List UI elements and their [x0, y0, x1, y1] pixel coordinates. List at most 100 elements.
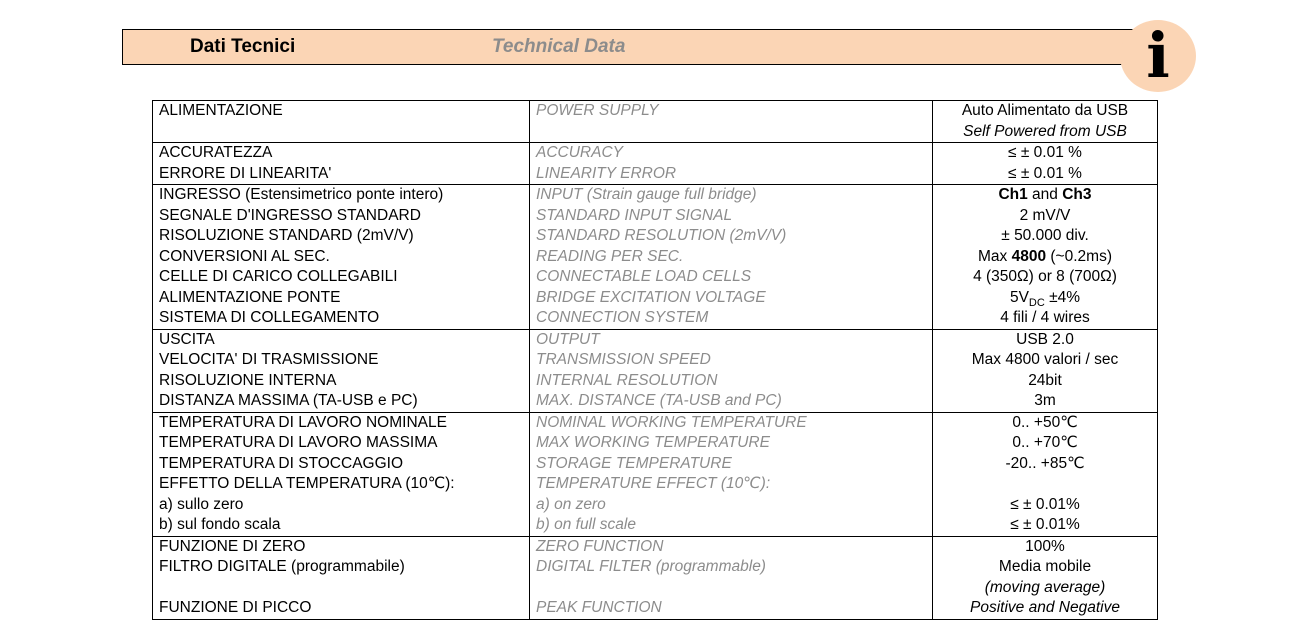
value-part: (~0.2ms)	[1046, 247, 1112, 265]
english-label: TEMPERATURE EFFECT (10℃):	[536, 475, 771, 492]
italian-label: a) sullo zero	[159, 495, 244, 513]
value-part: Max	[978, 247, 1012, 265]
english-label: CONNECTION SYSTEM	[536, 309, 709, 326]
english-label: ACCURACY	[536, 144, 623, 161]
spec-value: Positive and Negative	[970, 599, 1120, 616]
value-part: Ch3	[1062, 186, 1092, 203]
value-part: 4800	[1011, 247, 1047, 265]
spec-value: 5VDC ±4%	[939, 288, 1151, 309]
spec-value-cell: 0.. +50℃ 0.. +70℃ -20.. +85℃ ≤ ± 0.01% ≤ ± 0…	[932, 411, 1158, 537]
english-label: PEAK FUNCTION	[536, 599, 662, 616]
spec-value: Ch1 and Ch3	[939, 185, 1151, 206]
english-label: MAX. DISTANCE (TA-USB and PC)	[536, 392, 782, 409]
title-english: Technical Data	[492, 36, 626, 57]
spec-value: 0.. +50℃	[1012, 413, 1078, 431]
english-label: MAX WORKING TEMPERATURE	[536, 434, 770, 451]
spec-value-cell: Auto Alimentato da USB Self Powered from …	[932, 100, 1158, 143]
italian-label: CONVERSIONI AL SEC.	[159, 247, 330, 265]
spec-value-cell: Ch1 and Ch3 2 mV/V ± 50.000 div. Max 4800 (…	[932, 184, 1158, 330]
english-label: ZERO FUNCTION	[536, 537, 664, 555]
english-label: TRANSMISSION SPEED	[536, 351, 711, 368]
italian-label: FUNZIONE DI ZERO	[159, 537, 306, 555]
header-bar	[122, 29, 1152, 65]
english-label: STANDARD INPUT SIGNAL	[536, 206, 733, 224]
english-label: a) on zero	[536, 495, 606, 513]
english-label: CONNECTABLE LOAD CELLS	[536, 268, 752, 285]
spec-value-cell: 100% Media mobile (moving average) Positive…	[932, 535, 1158, 620]
english-label: INTERNAL RESOLUTION	[536, 371, 718, 389]
value-part: 5V	[1009, 288, 1029, 306]
italian-label: VELOCITA' DI TRASMISSIONE	[159, 351, 379, 368]
spec-section: USCITA VELOCITA' DI TRASMISSIONE RISOLUZIO…	[152, 328, 1158, 413]
spec-value: 2 mV/V	[1019, 206, 1071, 224]
spec-value: 100%	[1025, 537, 1065, 555]
italian-label: TEMPERATURA DI LAVORO MASSIMA	[159, 434, 438, 451]
english-label: INPUT (Strain gauge full bridge)	[536, 186, 757, 203]
english-label-cell: OUTPUT TRANSMISSION SPEED INTERNAL RESOLUT…	[529, 328, 933, 413]
italian-label-cell: FUNZIONE DI ZERO FILTRO DIGITALE (program…	[152, 535, 530, 620]
english-label-cell: POWER SUPPLY	[529, 100, 933, 143]
spec-value: Auto Alimentato da USB	[961, 102, 1129, 119]
english-label-cell: ACCURACY LINEARITY ERROR	[529, 142, 933, 185]
english-label: STORAGE TEMPERATURE	[536, 454, 732, 472]
spec-value	[939, 474, 1151, 495]
italian-label-cell: TEMPERATURA DI LAVORO NOMINALE TEMPERATUR…	[152, 411, 530, 537]
italian-label-cell: USCITA VELOCITA' DI TRASMISSIONE RISOLUZIO…	[152, 328, 530, 413]
italian-label: EFFETTO DELLA TEMPERATURA (10℃):	[159, 475, 455, 492]
title-italian: Dati Tecnici	[190, 36, 296, 57]
english-label: BRIDGE EXCITATION VOLTAGE	[536, 288, 766, 306]
spec-value: Max 4800 valori / sec	[971, 351, 1119, 368]
spec-value: USB 2.0	[1016, 330, 1074, 348]
english-label: POWER SUPPLY	[536, 102, 659, 119]
italian-label: RISOLUZIONE STANDARD (2mV/V)	[159, 227, 414, 244]
english-label: LINEARITY ERROR	[536, 164, 677, 182]
italian-label: FUNZIONE DI PICCO	[159, 599, 312, 616]
italian-label	[159, 122, 523, 143]
value-part: DC	[1028, 296, 1045, 309]
italian-label	[159, 578, 523, 599]
english-label: STANDARD RESOLUTION (2mV/V)	[536, 227, 787, 244]
italian-label: SEGNALE D'INGRESSO STANDARD	[159, 206, 421, 224]
english-label	[536, 122, 926, 143]
spec-value: ± 50.000 div.	[1001, 227, 1089, 244]
italian-label: ACCURATEZZA	[159, 144, 273, 161]
italian-label: ALIMENTAZIONE PONTE	[159, 288, 341, 306]
spec-value: ≤ ± 0.01 %	[1008, 144, 1082, 161]
spec-value: 3m	[1034, 392, 1056, 409]
spec-table-body: ALIMENTAZIONE POWER SUPPLY Auto Alimentato…	[152, 100, 1158, 620]
spec-value-cell: USB 2.0 Max 4800 valori / sec 24bit 3m	[932, 328, 1158, 413]
info-icon: i	[1120, 20, 1196, 92]
spec-value: 0.. +70℃	[1012, 434, 1078, 451]
italian-label: USCITA	[159, 330, 215, 348]
spec-value: 4 (350Ω) or 8 (700Ω)	[973, 268, 1117, 285]
spec-value: ≤ ± 0.01%	[1010, 516, 1080, 533]
italian-label: FILTRO DIGITALE (programmabile)	[159, 558, 405, 575]
italian-label-cell: ALIMENTAZIONE	[152, 100, 530, 143]
spec-value: 24bit	[1028, 371, 1062, 389]
spec-value: Media mobile	[998, 558, 1092, 575]
spec-value: -20.. +85℃	[1005, 454, 1085, 472]
italian-label: ALIMENTAZIONE	[159, 102, 283, 119]
value-part: ±4%	[1044, 288, 1081, 306]
spec-value: 4 fili / 4 wires	[1000, 309, 1090, 326]
value-part: Ch1	[998, 186, 1028, 203]
english-label-cell: NOMINAL WORKING TEMPERATURE MAX WORKING T…	[529, 411, 933, 537]
italian-label-cell: ACCURATEZZA ERRORE DI LINEARITA'	[152, 142, 530, 185]
english-label: NOMINAL WORKING TEMPERATURE	[536, 413, 807, 431]
italian-label-cell: INGRESSO (Estensimetrico ponte intero) SE…	[152, 184, 530, 330]
spec-value: ≤ ± 0.01 %	[1008, 164, 1082, 182]
italian-label: DISTANZA MASSIMA (TA-USB e PC)	[159, 392, 418, 409]
italian-label: RISOLUZIONE INTERNA	[159, 371, 337, 389]
italian-label: INGRESSO (Estensimetrico ponte intero)	[159, 186, 444, 203]
italian-label: SISTEMA DI COLLEGAMENTO	[159, 309, 380, 326]
english-label-cell: ZERO FUNCTION DIGITAL FILTER (programmabl…	[529, 535, 933, 620]
spec-value: Max 4800 (~0.2ms)	[939, 247, 1151, 268]
italian-label: TEMPERATURA DI STOCCAGGIO	[159, 454, 404, 472]
italian-label: ERRORE DI LINEARITA'	[159, 164, 332, 182]
spec-value: Self Powered from USB	[963, 122, 1127, 140]
italian-label: b) sul fondo scala	[159, 516, 281, 533]
info-icon-glyph: i	[1146, 19, 1170, 92]
spec-value: (moving average)	[984, 578, 1106, 596]
english-label: b) on full scale	[536, 516, 636, 533]
english-label: DIGITAL FILTER (programmable)	[536, 558, 766, 575]
